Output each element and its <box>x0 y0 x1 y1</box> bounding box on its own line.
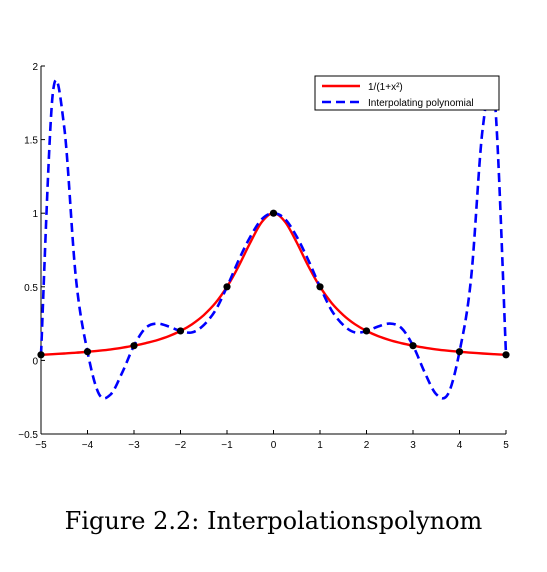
x-tick-label: 4 <box>457 440 463 451</box>
plot-axes: −5 −4 −3 −2 −1 0 1 2 3 4 5 −0.5 0 0.5 1 1.5 2 <box>18 62 509 451</box>
x-tick-label: 3 <box>410 440 416 451</box>
node-marker <box>130 342 138 350</box>
node-marker <box>176 327 185 335</box>
series-line-exact <box>40 212 507 356</box>
legend: 1/(1+x²) Interpolating polynomial <box>314 75 500 111</box>
x-tick-label: −2 <box>175 440 187 451</box>
x-tick-label: −3 <box>128 440 140 451</box>
x-tick-label: −5 <box>35 440 47 451</box>
legend-label-exact: 1/(1+x²) <box>368 82 403 93</box>
node-marker <box>362 327 371 335</box>
x-tick-label: 5 <box>503 440 509 451</box>
x-tick-label: −1 <box>221 440 233 451</box>
legend-label-polynomial: Interpolating polynomial <box>368 98 474 109</box>
x-tick-label: 1 <box>317 440 323 451</box>
node-marker <box>223 283 231 291</box>
node-marker <box>316 283 324 291</box>
y-tick-label: 0 <box>32 356 38 367</box>
y-tick-label: −0.5 <box>18 430 38 441</box>
y-tick-label: 2 <box>32 62 38 73</box>
y-tick-label: 0.5 <box>24 283 38 294</box>
interpolation-chart: −5 −4 −3 −2 −1 0 1 2 3 4 5 −0.5 0 0.5 1 1.5 2 1/(1+x²) I… <box>18 62 510 451</box>
node-marker <box>37 351 45 359</box>
figure-caption: Figure 2.2: Interpolationspolynom <box>64 507 483 535</box>
series-layer <box>39 78 508 400</box>
y-tick-label: 1.5 <box>24 136 38 147</box>
series-line-polynomial <box>39 78 508 400</box>
x-tick-label: 0 <box>271 440 277 451</box>
legend-box <box>314 75 500 111</box>
node-marker <box>502 351 510 359</box>
x-tick-label: 2 <box>364 440 370 451</box>
node-marker <box>269 209 278 217</box>
node-marker <box>409 342 417 350</box>
x-tick-label: −4 <box>82 440 94 451</box>
node-marker <box>455 348 464 356</box>
node-marker <box>83 348 92 356</box>
y-tick-label: 1 <box>32 209 38 220</box>
marker-layer <box>37 209 510 359</box>
